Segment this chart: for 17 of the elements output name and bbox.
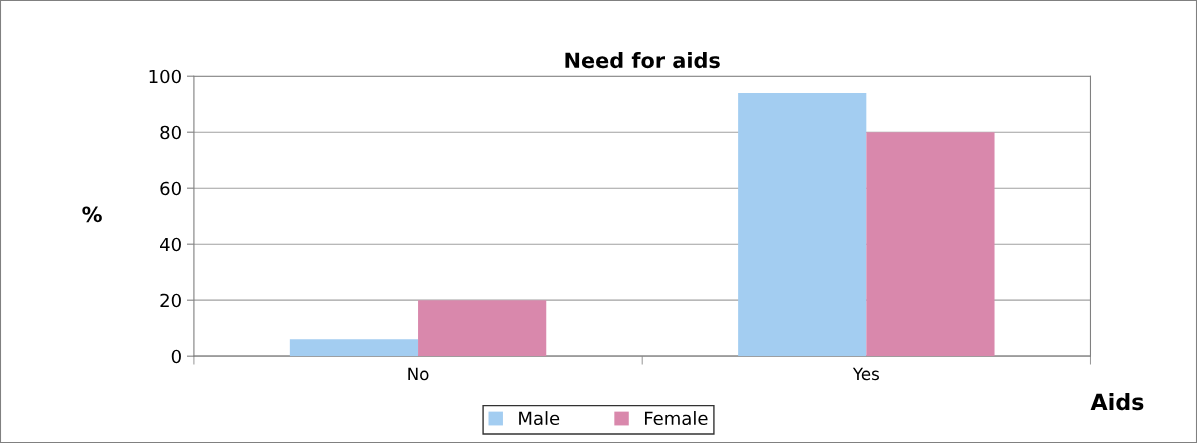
bar: [418, 300, 547, 357]
bar: [289, 339, 419, 357]
chart-title: Need for aids: [565, 52, 720, 69]
x-tick-label: No: [408, 367, 429, 381]
bar: [738, 92, 867, 357]
legend-label: Female: [644, 411, 708, 426]
y-tick-label: 80: [160, 125, 181, 140]
y-tick-label: 60: [160, 181, 181, 196]
legend-label: Male: [519, 411, 560, 426]
x-tick-label: Yes: [852, 367, 879, 381]
y-axis-title: %: [82, 206, 102, 223]
x-axis-title: Aids: [1090, 393, 1144, 411]
y-tick-label: 40: [160, 237, 181, 252]
y-tick-label: 100: [149, 69, 181, 84]
y-tick-label: 20: [160, 293, 181, 308]
y-tick-label: 0: [171, 349, 181, 364]
bar: [866, 132, 995, 357]
